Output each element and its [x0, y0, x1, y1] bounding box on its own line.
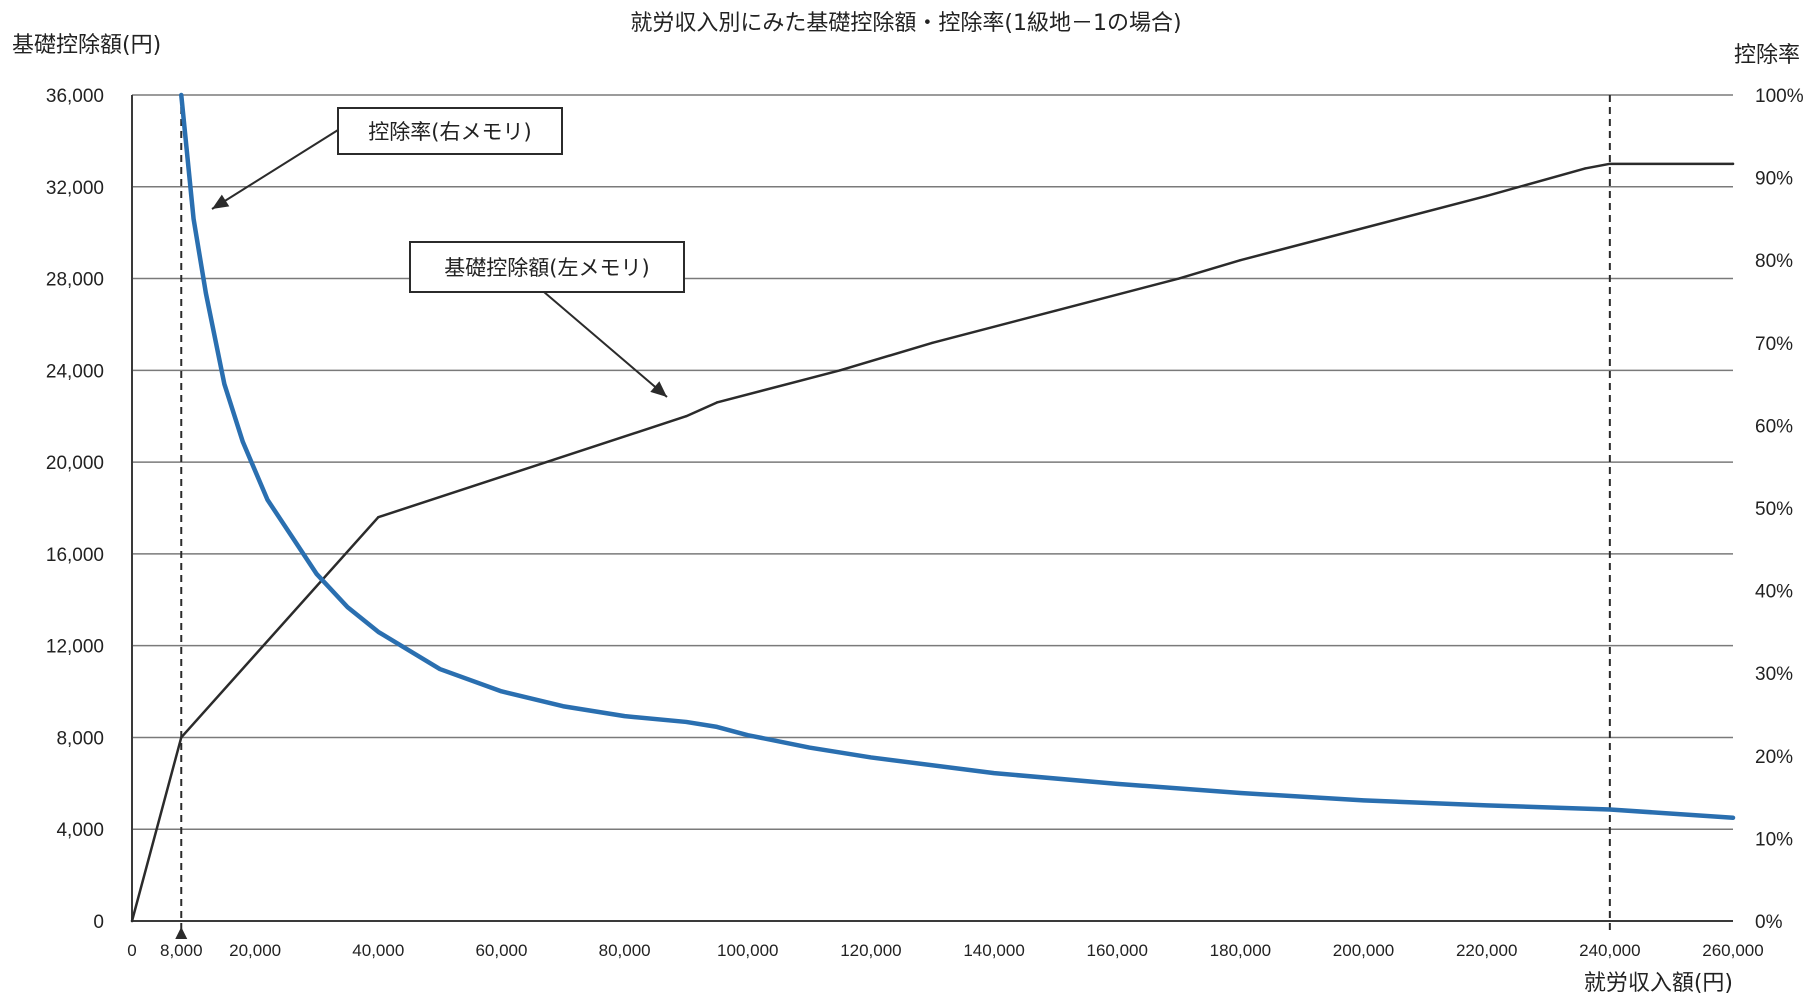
data-point [1054, 309, 1057, 312]
y-right-tick-label: 30% [1755, 664, 1793, 685]
data-point [130, 919, 134, 923]
y-left-tick-label: 16,000 [46, 545, 104, 566]
tick-labels: 0 4,000 8,000 12,000 16,000 20,000 24,000 28,00… [46, 86, 1804, 960]
data-point [1239, 791, 1242, 795]
data-point [377, 630, 380, 634]
data-point [180, 736, 183, 739]
y-left-tick-label: 4,000 [56, 820, 104, 841]
data-point [684, 720, 688, 724]
data-point [346, 605, 349, 609]
x-tick-label: 140,000 [963, 941, 1024, 960]
data-point [808, 746, 811, 749]
y-right-tick-label: 50% [1755, 499, 1793, 520]
x-tick-label: 20,000 [229, 941, 281, 960]
y-left-tick-label: 28,000 [46, 270, 104, 291]
data-point [561, 705, 565, 708]
reference-arrow-marker [175, 927, 188, 939]
data-point [1608, 162, 1612, 166]
y-left-tick-label: 36,000 [46, 86, 104, 107]
y-right-tick-label: 70% [1755, 334, 1793, 355]
callout-box [337, 107, 563, 155]
y-right-tick-label: 100% [1755, 86, 1804, 107]
data-point [1731, 162, 1735, 166]
y-left-tick-label: 0 [93, 912, 104, 933]
data-point [204, 292, 208, 295]
callout-label: 控除率(右メモリ) [368, 120, 531, 144]
y-left-tick-label: 20,000 [46, 453, 104, 474]
data-point [290, 535, 294, 539]
x-tick-label: 260,000 [1702, 941, 1763, 960]
y-right-tick-label: 20% [1755, 747, 1793, 768]
axes [131, 95, 1733, 922]
y-left-tick-label: 8,000 [56, 728, 104, 749]
series-line-basic-deduction [130, 162, 1735, 923]
gridlines [132, 94, 1733, 830]
data-point [931, 341, 934, 344]
x-tick-label: 100,000 [717, 941, 778, 960]
data-point [1485, 194, 1488, 198]
data-point [1239, 259, 1242, 262]
y-axis-left-title: 基礎控除額(円) [12, 33, 161, 58]
y-axis-right-title: 控除率 [1734, 43, 1800, 68]
data-point [992, 771, 996, 775]
data-point [715, 725, 719, 729]
data-point [438, 667, 442, 671]
callout-box [409, 241, 685, 293]
data-point [180, 93, 183, 97]
y-left-tick-label: 32,000 [46, 178, 104, 199]
y-right-tick-label: 90% [1755, 169, 1793, 190]
x-tick-label: 220,000 [1456, 941, 1517, 960]
x-tick-label: 180,000 [1210, 941, 1271, 960]
data-point [377, 515, 380, 519]
x-tick-label: 0 [127, 941, 136, 960]
data-point [1485, 804, 1488, 807]
chart-title: 就労収入別にみた基礎控除額・控除率(1級地－1の場合) [630, 11, 1181, 36]
data-point [1731, 816, 1735, 819]
data-point [1362, 799, 1365, 802]
y-left-tick-label: 24,000 [46, 361, 104, 382]
x-tick-label: 60,000 [475, 941, 527, 960]
callout-arrowhead [212, 194, 230, 209]
callout-arrowhead [650, 381, 667, 397]
data-point [1608, 808, 1612, 811]
data-point [223, 382, 226, 386]
data-point [623, 714, 626, 718]
callouts: 控除率(右メモリ) 基礎控除額(左メモリ) [211, 107, 685, 398]
y-left-tick-label: 12,000 [46, 637, 104, 658]
data-point [241, 440, 245, 444]
y-right-tick-label: 0% [1755, 912, 1783, 933]
x-tick-label: 120,000 [840, 941, 901, 960]
x-tick-label: 40,000 [352, 941, 404, 960]
y-right-tick-label: 40% [1755, 582, 1793, 603]
data-point [1584, 167, 1587, 170]
data-point [684, 415, 688, 418]
data-point [1177, 277, 1181, 280]
y-right-tick-label: 60% [1755, 416, 1793, 437]
callout-arrow-line [211, 129, 339, 210]
x-tick-label: 200,000 [1333, 941, 1394, 960]
y-right-tick-label: 10% [1755, 829, 1793, 850]
reference-lines [175, 95, 1611, 939]
x-tick-label: 80,000 [599, 941, 651, 960]
x-tick-label: 8,000 [160, 941, 203, 960]
data-point [869, 756, 873, 759]
data-point [746, 733, 749, 737]
callout-label: 基礎控除額(左メモリ) [444, 256, 649, 280]
data-point [315, 572, 318, 576]
series-layer [130, 92, 1736, 923]
data-point [838, 369, 842, 372]
y-right-tick-label: 80% [1755, 251, 1793, 272]
callout-arrow-line [543, 291, 668, 398]
x-axis-title: 就労収入額(円) [1584, 971, 1733, 996]
data-point [192, 217, 195, 221]
data-point [715, 401, 719, 404]
x-tick-label: 240,000 [1579, 941, 1640, 960]
data-point [1116, 782, 1119, 786]
series-line-deduction-rate [179, 92, 1736, 820]
x-tick-label: 160,000 [1087, 941, 1148, 960]
data-point [500, 690, 503, 693]
data-point [266, 498, 269, 501]
